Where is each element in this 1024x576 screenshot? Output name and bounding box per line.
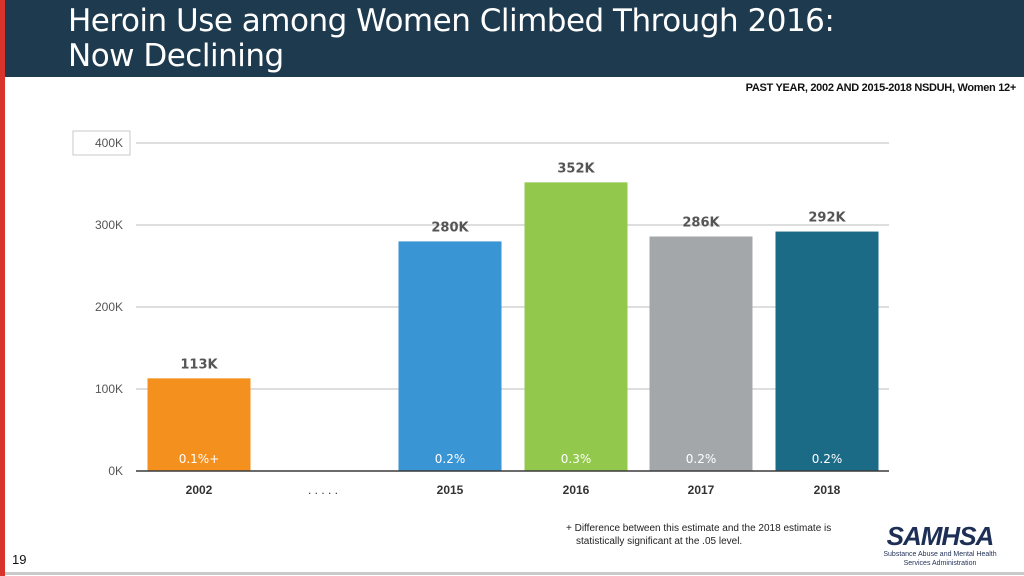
value-label: 286K xyxy=(682,215,720,230)
page-number: 19 xyxy=(12,552,27,567)
percent-label: 0.3% xyxy=(561,452,592,466)
logo-wordmark: SAMHSA xyxy=(886,521,995,551)
category-label: 2002 xyxy=(186,483,213,497)
value-label: 113K xyxy=(180,357,218,372)
chart-subtitle: PAST YEAR, 2002 AND 2015-2018 NSDUH, Wom… xyxy=(745,82,1017,94)
ytick-label: 300K xyxy=(95,218,123,232)
logo-subtitle-line1: Substance Abuse and Mental Health xyxy=(883,551,997,558)
bar xyxy=(775,231,879,471)
bar xyxy=(649,236,753,471)
ytick-label-box xyxy=(72,130,131,156)
bar xyxy=(398,241,502,471)
footnote-line2: statistically significant at the .05 lev… xyxy=(576,536,743,547)
slide-title-line2: Now Declining xyxy=(68,38,284,74)
percent-label: 0.2% xyxy=(686,452,717,466)
category-label: 2018 xyxy=(814,483,841,497)
value-label: 352K xyxy=(557,161,595,176)
title-banner: Heroin Use among Women Climbed Through 2… xyxy=(5,0,1024,77)
bar xyxy=(147,378,251,471)
percent-label: 0.2% xyxy=(812,452,843,466)
value-label: 292K xyxy=(808,211,846,226)
footnote: + Difference between this estimate and t… xyxy=(566,522,866,548)
ytick-label: 200K xyxy=(95,300,123,314)
footnote-line1: + Difference between this estimate and t… xyxy=(566,523,832,534)
ytick-label: 0K xyxy=(108,464,123,478)
percent-label: 0.2% xyxy=(435,452,466,466)
slide-title-line1: Heroin Use among Women Climbed Through 2… xyxy=(68,3,835,39)
logo-subtitle-line2: Services Administration xyxy=(903,560,977,567)
category-label: 2017 xyxy=(688,483,715,497)
ytick-label: 400K xyxy=(95,136,123,150)
left-accent-stripe xyxy=(0,0,5,576)
category-label: 2016 xyxy=(563,483,590,497)
percent-label: 0.1%+ xyxy=(179,452,220,466)
category-label: 2015 xyxy=(437,483,464,497)
samhsa-logo: SAMHSA Substance Abuse and Mental Health… xyxy=(880,522,1000,568)
bottom-divider xyxy=(5,572,1024,575)
ytick-label: 100K xyxy=(95,382,123,396)
bar xyxy=(524,182,628,472)
axis-gap-label: . . . . . xyxy=(308,483,338,497)
slide-title: Heroin Use among Women Climbed Through 2… xyxy=(68,3,835,74)
value-label: 280K xyxy=(431,220,469,235)
